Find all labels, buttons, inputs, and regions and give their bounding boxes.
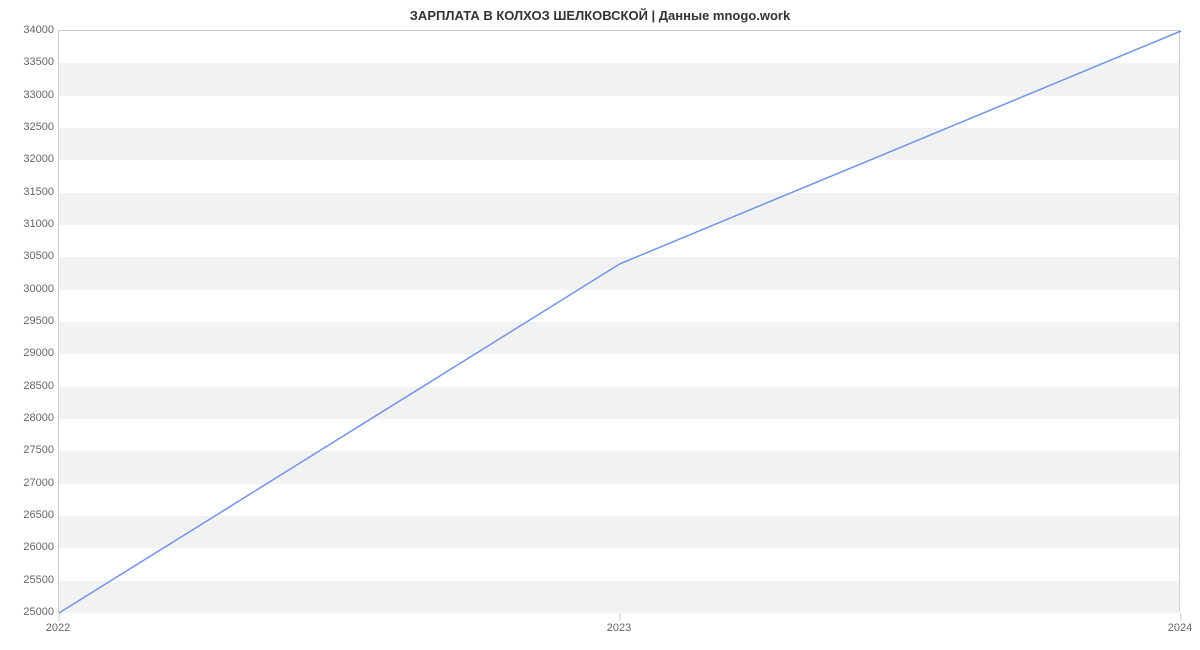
x-tick-label: 2022 [46,622,70,634]
y-tick-label: 29000 [10,347,54,359]
y-tick-label: 29500 [10,315,54,327]
salary-chart: ЗАРПЛАТА В КОЛХОЗ ШЕЛКОВСКОЙ | Данные mn… [0,0,1200,650]
x-tick-label: 2024 [1168,622,1192,634]
y-tick-label: 28000 [10,412,54,424]
plot-area [58,30,1180,612]
y-tick-label: 25000 [10,606,54,618]
y-tick-label: 33000 [10,89,54,101]
y-tick-label: 32500 [10,121,54,133]
x-tick-label: 2023 [607,622,631,634]
plot-svg [59,31,1181,613]
y-tick-label: 31500 [10,186,54,198]
y-tick-label: 33500 [10,56,54,68]
series-line [59,31,1181,613]
y-tick-label: 32000 [10,153,54,165]
chart-title: ЗАРПЛАТА В КОЛХОЗ ШЕЛКОВСКОЙ | Данные mn… [0,0,1200,23]
y-tick-label: 30500 [10,250,54,262]
y-tick-label: 26000 [10,541,54,553]
y-tick-label: 30000 [10,283,54,295]
y-tick-label: 27000 [10,477,54,489]
y-tick-label: 31000 [10,218,54,230]
y-tick-label: 27500 [10,444,54,456]
y-tick-label: 25500 [10,574,54,586]
y-tick-label: 28500 [10,380,54,392]
y-tick-label: 26500 [10,509,54,521]
y-tick-label: 34000 [10,24,54,36]
